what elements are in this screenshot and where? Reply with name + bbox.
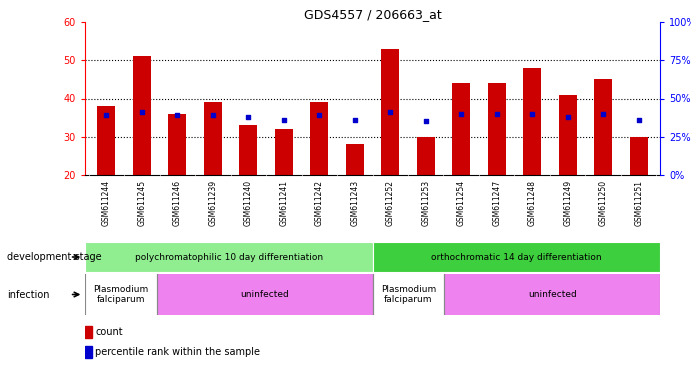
Bar [444,274,660,315]
Bar [453,83,470,175]
Title: GDS4557 / 206663_at: GDS4557 / 206663_at [303,8,442,21]
Bar [169,114,186,175]
Text: Plasmodium
falciparum: Plasmodium falciparum [93,285,149,304]
Text: GSM611251: GSM611251 [634,180,643,226]
Text: GSM611248: GSM611248 [528,180,537,226]
Point [420,118,431,124]
Text: uninfected: uninfected [528,290,576,299]
Bar [381,49,399,175]
Text: infection: infection [7,290,50,300]
Bar [239,125,257,175]
Point [633,117,644,123]
Bar [97,106,115,175]
Text: GSM611242: GSM611242 [315,180,324,226]
Text: GSM611252: GSM611252 [386,180,395,226]
Point [101,112,112,118]
Bar [85,326,92,338]
Text: count: count [95,327,123,337]
Text: GSM611253: GSM611253 [422,180,430,226]
Bar [85,274,157,315]
Bar [417,137,435,175]
Bar [346,144,363,175]
Text: GSM611240: GSM611240 [244,180,253,226]
Bar [523,68,541,175]
Text: GSM611247: GSM611247 [492,180,501,226]
Bar [275,129,293,175]
Point [136,109,147,115]
Text: Plasmodium
falciparum: Plasmodium falciparum [381,285,436,304]
Text: percentile rank within the sample: percentile rank within the sample [95,347,260,357]
Point [314,112,325,118]
Bar [488,83,506,175]
Point [527,111,538,117]
Text: GSM611245: GSM611245 [138,180,146,226]
Point [172,112,183,118]
Point [385,109,396,115]
Bar [85,346,92,358]
Point [455,111,466,117]
Bar [133,56,151,175]
Point [562,114,574,120]
Bar [85,242,372,272]
Text: GSM611244: GSM611244 [102,180,111,226]
Bar [630,137,647,175]
Point [598,111,609,117]
Text: GSM611239: GSM611239 [208,180,217,226]
Text: GSM611254: GSM611254 [457,180,466,226]
Text: GSM611249: GSM611249 [563,180,572,226]
Bar [372,274,444,315]
Point [278,117,290,123]
Bar [372,242,660,272]
Text: polychromatophilic 10 day differentiation: polychromatophilic 10 day differentiatio… [135,253,323,262]
Bar [559,95,576,175]
Bar [204,102,222,175]
Point [243,114,254,120]
Text: GSM611241: GSM611241 [279,180,288,226]
Bar [594,79,612,175]
Text: GSM611250: GSM611250 [598,180,607,226]
Text: development stage: development stage [7,252,102,262]
Point [491,111,502,117]
Point [349,117,360,123]
Text: orthochromatic 14 day differentiation: orthochromatic 14 day differentiation [431,253,602,262]
Text: GSM611246: GSM611246 [173,180,182,226]
Text: uninfected: uninfected [240,290,289,299]
Bar [157,274,372,315]
Point [207,112,218,118]
Text: GSM611243: GSM611243 [350,180,359,226]
Bar [310,102,328,175]
